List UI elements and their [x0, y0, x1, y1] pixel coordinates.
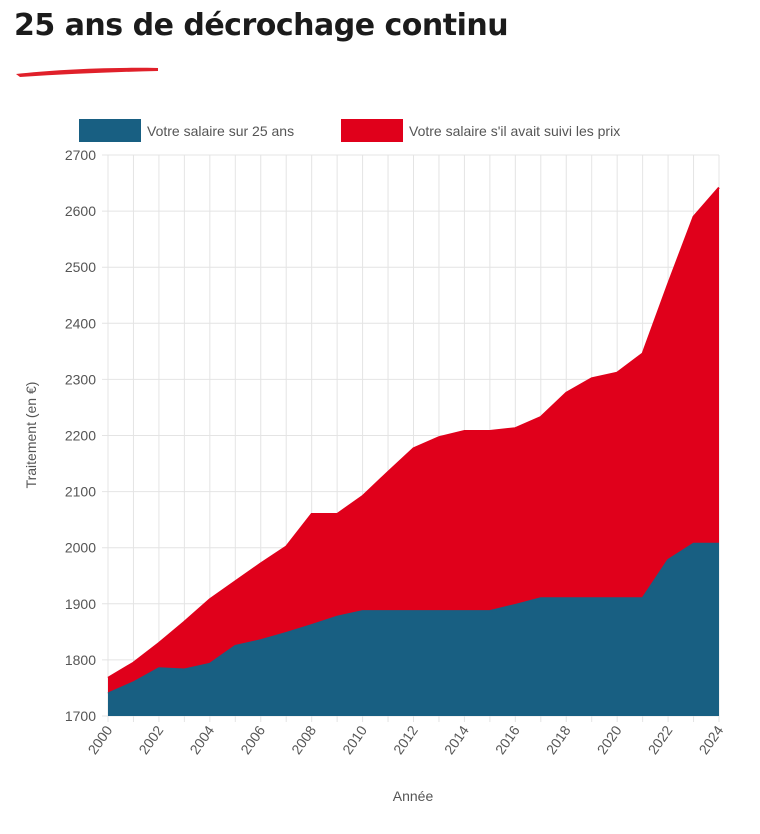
y-tick-label: 2100 — [65, 484, 96, 500]
page-title: 25 ans de décrochage continu — [14, 8, 509, 43]
x-tick-label: 2014 — [441, 722, 472, 757]
legend-swatch — [341, 119, 403, 142]
x-tick-label: 2022 — [645, 722, 676, 757]
legend-label: Votre salaire s'il avait suivi les prix — [409, 123, 620, 139]
y-tick-label: 2500 — [65, 259, 96, 275]
x-tick-label: 2012 — [390, 722, 421, 757]
y-tick-label: 1700 — [65, 708, 96, 724]
x-tick-label: 2016 — [492, 722, 523, 757]
x-tick-label: 2002 — [135, 722, 166, 757]
legend-item-prices[interactable]: Votre salaire s'il avait suivi les prix — [341, 119, 620, 142]
y-tick-label: 2400 — [65, 315, 96, 331]
x-tick-label: 2004 — [186, 722, 217, 757]
y-tick-label: 2200 — [65, 428, 96, 444]
x-tick-label: 2020 — [594, 722, 625, 757]
area-series-prices — [108, 187, 719, 717]
legend-item-salary[interactable]: Votre salaire sur 25 ans — [79, 119, 294, 142]
y-tick-label: 2700 — [65, 147, 96, 163]
legend-label: Votre salaire sur 25 ans — [147, 123, 294, 139]
x-tick-label: 2000 — [84, 722, 115, 757]
y-tick-label: 2600 — [65, 203, 96, 219]
series-line — [107, 542, 719, 695]
y-tick-label: 1900 — [65, 596, 96, 612]
x-axis-label: Année — [393, 788, 434, 804]
series-areas — [107, 186, 720, 717]
title-underline-swoosh — [16, 67, 158, 77]
y-tick-label: 1800 — [65, 652, 96, 668]
x-tick-label: 2010 — [339, 722, 370, 757]
y-axis-label: Traitement (en €) — [23, 382, 39, 489]
y-tick-label: 2000 — [65, 540, 96, 556]
x-tick-label: 2024 — [695, 722, 726, 757]
x-tick-label: 2006 — [237, 722, 268, 757]
legend: Votre salaire sur 25 ans Votre salaire s'… — [79, 119, 620, 142]
x-tick-label: 2008 — [288, 722, 319, 757]
legend-swatch — [79, 119, 141, 142]
area-series-salary — [108, 543, 719, 716]
series-line — [107, 186, 720, 679]
y-tick-label: 2300 — [65, 371, 96, 387]
x-tick-label: 2018 — [543, 722, 574, 757]
